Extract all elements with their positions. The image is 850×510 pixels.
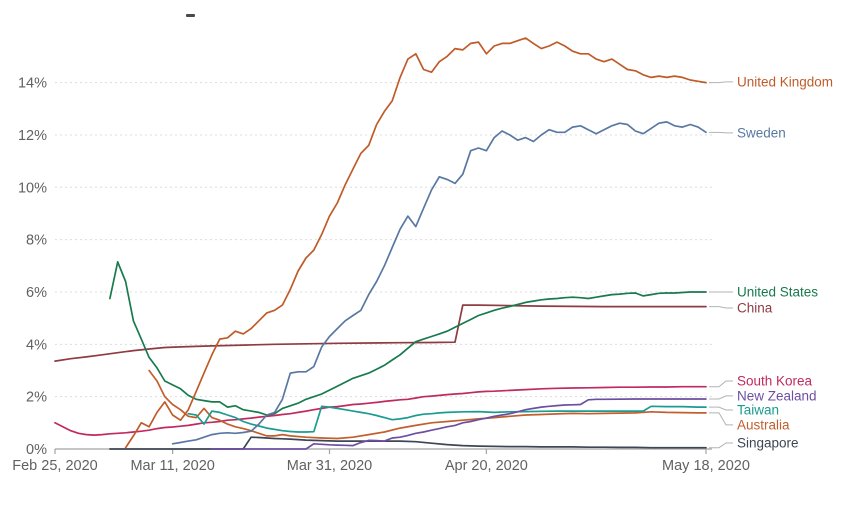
x-axis-tick-label: Mar 31, 2020: [287, 458, 372, 474]
y-axis-tick-label: 14%: [18, 76, 47, 92]
series-label-singapore[interactable]: Singapore: [737, 435, 799, 450]
leader-line-sweden: [708, 131, 733, 134]
series-label-sweden[interactable]: Sweden: [737, 125, 786, 140]
leader-line-new-zealand: [708, 395, 733, 400]
y-axis-tick-label: 10%: [18, 180, 47, 196]
y-axis-tick-label: 0%: [26, 442, 47, 458]
leader-line-australia: [708, 412, 733, 426]
leader-line-taiwan: [708, 406, 733, 411]
series-line-south-korea: [54, 385, 707, 436]
series-line-united-kingdom: [124, 37, 707, 449]
series-label-australia[interactable]: Australia: [737, 417, 790, 432]
y-axis-tick-label: 4%: [26, 337, 47, 353]
y-axis-tick-label: 6%: [26, 285, 47, 301]
series-label-taiwan[interactable]: Taiwan: [737, 403, 779, 418]
series-label-china[interactable]: China: [737, 300, 773, 315]
leader-line-singapore: [708, 442, 733, 449]
y-axis-tick-label: 8%: [26, 233, 47, 249]
series-line-sweden: [171, 121, 707, 445]
series-label-united-kingdom[interactable]: United Kingdom: [737, 74, 833, 89]
series-label-south-korea[interactable]: South Korea: [737, 373, 813, 388]
series-line-china: [54, 304, 707, 362]
x-axis-tick-label: Apr 20, 2020: [445, 458, 528, 474]
series-label-new-zealand[interactable]: New Zealand: [737, 388, 817, 403]
series-line-australia: [148, 369, 707, 440]
leader-line-south-korea: [708, 380, 733, 388]
leader-line-united-kingdom: [708, 81, 733, 84]
x-axis-tick-label: Mar 11, 2020: [130, 458, 214, 474]
x-axis-tick-label: Feb 25, 2020: [12, 458, 97, 474]
series-line-united-states: [109, 261, 707, 416]
series-line-taiwan: [187, 405, 707, 433]
y-axis-tick-label: 2%: [26, 390, 47, 406]
series-line-new-zealand: [211, 398, 707, 450]
x-axis-tick-label: May 18, 2020: [662, 458, 750, 474]
top-dash-artifact: [186, 14, 195, 17]
series-label-united-states[interactable]: United States: [737, 284, 818, 299]
y-axis-tick-label: 12%: [18, 128, 47, 144]
series-line-singapore: [109, 436, 707, 450]
leader-line-china: [708, 306, 733, 309]
